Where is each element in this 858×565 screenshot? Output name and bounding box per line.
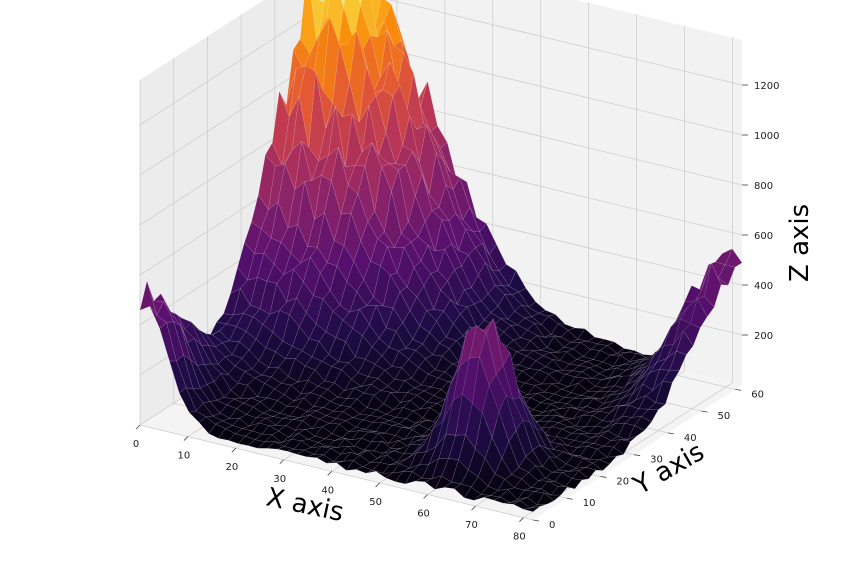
surface-facet	[550, 486, 569, 496]
y-tick	[735, 388, 742, 391]
x-tick-label: 80	[513, 532, 526, 543]
axis-ticks: 0102030405060708001020304050602004006008…	[133, 81, 780, 543]
surface-facet	[641, 409, 659, 423]
x-tick-label: 20	[225, 462, 238, 473]
z-tick-label: 200	[754, 331, 773, 342]
y-tick-label: 0	[549, 520, 555, 531]
x-tick-label: 0	[133, 439, 139, 450]
surface-plot	[139, 0, 743, 512]
x-tick	[183, 436, 189, 441]
x-tick-label: 30	[273, 474, 286, 485]
x-tick	[279, 459, 285, 465]
surface-facet	[530, 504, 547, 509]
z-axis-label: Z axis	[785, 204, 815, 282]
back-grid-line	[388, 0, 743, 86]
x-tick	[375, 482, 380, 488]
surface-facet	[578, 467, 596, 480]
y-tick	[667, 432, 674, 435]
surface-facet	[690, 298, 708, 329]
surface-facet	[606, 446, 625, 458]
floor-grid-line	[139, 424, 534, 521]
surface-facet	[724, 248, 743, 268]
y-tick-label: 40	[684, 433, 697, 444]
z-tick-label: 800	[754, 181, 773, 192]
x-tick-label: 70	[465, 520, 478, 531]
y-tick	[701, 410, 708, 413]
surface-facet	[697, 296, 715, 318]
y-tick	[634, 454, 641, 457]
z-tick-label: 1200	[754, 81, 779, 92]
x-tick-label: 50	[369, 497, 382, 508]
x-tick-label: 60	[417, 509, 430, 520]
y-tick	[566, 497, 573, 500]
surface-facet	[543, 492, 562, 502]
surface-facet	[634, 416, 652, 431]
x-tick-label: 10	[178, 451, 191, 462]
y-tick	[600, 476, 607, 478]
y-tick-label: 60	[751, 389, 764, 400]
surface-facet	[592, 459, 610, 471]
z-tick-label: 1000	[754, 131, 779, 142]
x-tick	[135, 424, 141, 430]
x-tick	[231, 447, 237, 453]
surface-facet	[523, 506, 541, 512]
surface-facet	[683, 323, 701, 347]
y-tick-label: 20	[616, 476, 629, 487]
x-tick	[471, 505, 476, 511]
surface-facet	[536, 492, 555, 505]
y-tick-label: 30	[650, 455, 663, 466]
z-tick-label: 600	[754, 231, 773, 242]
surface-facet	[648, 402, 666, 410]
z-tick-label: 400	[754, 281, 773, 292]
y-tick	[532, 519, 540, 522]
back-grid-line	[348, 39, 743, 136]
y-tick-label: 50	[718, 411, 731, 422]
x-tick	[327, 471, 332, 476]
y-tick-label: 10	[583, 498, 596, 509]
x-tick	[423, 494, 428, 499]
x-tick-label: 40	[321, 485, 334, 496]
surface-facet	[564, 478, 583, 490]
surface-facet	[669, 350, 687, 371]
x-tick	[519, 517, 524, 522]
